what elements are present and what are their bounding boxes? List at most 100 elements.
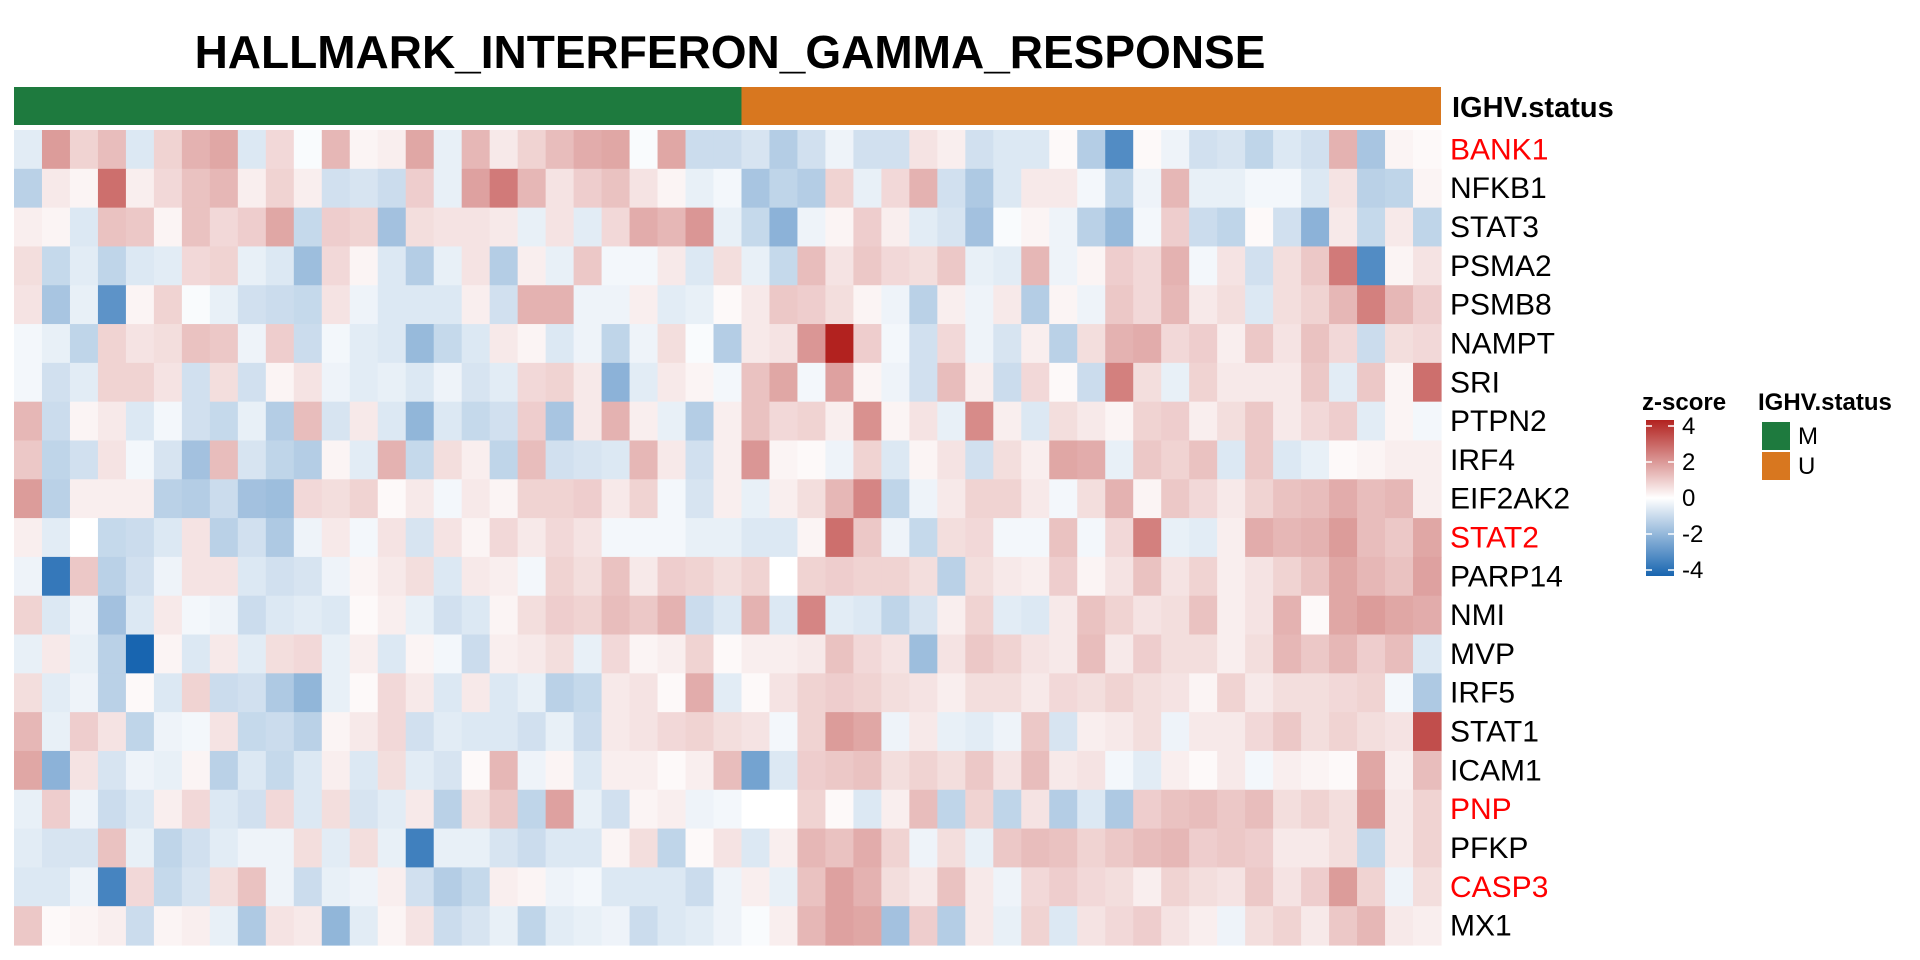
heatmap-cell [265,324,295,364]
heatmap-cell [1245,440,1274,480]
heatmap-cell [1161,324,1190,364]
heatmap-cell [1301,168,1330,209]
heatmap-cell [881,789,910,830]
heatmap-cell [461,712,491,752]
heatmap-cell [545,479,575,519]
heatmap-cell [153,828,183,868]
heatmap-cell [1385,324,1414,364]
heatmap-cell [461,906,491,946]
heatmap-cell [909,130,938,170]
heatmap-cell [853,634,882,674]
heatmap-cell [181,518,211,558]
heatmap-cell [1021,130,1050,170]
heatmap-cell [1077,750,1106,791]
heatmap-cell [1189,750,1218,791]
heatmap-cell [769,362,799,403]
heatmap-cell [349,750,379,791]
heatmap-cell [517,906,547,946]
row-label: PTPN2 [1450,405,1547,438]
heatmap-cell [853,518,882,558]
heatmap-cell [909,556,938,597]
heatmap-cell [1217,479,1246,519]
heatmap-cell [433,789,463,830]
heatmap-cell [1273,906,1302,946]
heatmap-cell [601,168,631,209]
heatmap-cell [14,750,43,791]
heatmap-cell [1077,867,1106,907]
heatmap-cell [797,130,827,170]
heatmap-cell [741,906,771,946]
heatmap-cell [1301,285,1330,325]
heatmap-cell [713,673,743,713]
heatmap-cell [1133,324,1162,364]
heatmap-cell [125,789,155,830]
heatmap-cell [1385,556,1414,597]
heatmap-cell [545,556,575,597]
heatmap-cell [937,906,966,946]
heatmap-cell [993,518,1022,558]
ighv-legend-u-label: U [1798,453,1815,480]
heatmap-cell [629,518,659,558]
heatmap-cell [853,324,882,364]
heatmap-cell [153,246,183,286]
heatmap-cell [1077,285,1106,325]
heatmap-cell [1245,324,1274,364]
heatmap-cell [97,789,127,830]
heatmap-cell [1021,828,1050,868]
heatmap-cell [1105,324,1134,364]
heatmap-cell [237,673,267,713]
heatmap-cell [965,168,994,209]
heatmap-cell [209,362,239,403]
heatmap-cell [797,595,827,636]
row-label: STAT1 [1450,716,1539,749]
heatmap-cell [965,750,994,791]
heatmap-cell [321,556,351,597]
heatmap-cell [657,789,687,830]
heatmap-cell [69,867,99,907]
heatmap-cell [41,712,71,752]
heatmap-cell [293,362,323,403]
heatmap-cell [265,595,295,636]
heatmap-cell [1189,906,1218,946]
heatmap-cell [937,362,966,403]
heatmap-cell [517,556,547,597]
heatmap-cell [1329,324,1358,364]
heatmap-cell [741,867,771,907]
heatmap-cell [713,750,743,791]
heatmap-cell [1021,867,1050,907]
heatmap-cell [993,246,1022,286]
heatmap-cell [349,362,379,403]
heatmap-cell [685,479,715,519]
heatmap-cell [1329,401,1358,442]
heatmap-cell [41,595,71,636]
heatmap-cell [237,440,267,480]
heatmap-cell [881,518,910,558]
heatmap-cell [321,324,351,364]
heatmap-cell [1049,401,1078,442]
heatmap-cell [573,906,603,946]
heatmap-cell [97,906,127,946]
heatmap-cell [1217,828,1246,868]
heatmap-cell [461,867,491,907]
heatmap-cell [237,595,267,636]
heatmap-cell [433,828,463,868]
heatmap-cell [321,867,351,907]
heatmap-cell [265,246,295,286]
heatmap-cell [741,401,771,442]
heatmap-cell [349,712,379,752]
heatmap-cell [69,906,99,946]
heatmap-cell [713,518,743,558]
heatmap-cell [1273,207,1302,248]
heatmap-cell [1245,867,1274,907]
heatmap-cell [741,130,771,170]
heatmap-cell [97,479,127,519]
heatmap-cell [573,130,603,170]
heatmap-cell [433,130,463,170]
heatmap-cell [461,246,491,286]
heatmap-cell [153,207,183,248]
heatmap-cell [489,556,519,597]
heatmap-cell [657,556,687,597]
heatmap-cell [993,867,1022,907]
heatmap-cell [461,789,491,830]
heatmap-cell [14,479,43,519]
